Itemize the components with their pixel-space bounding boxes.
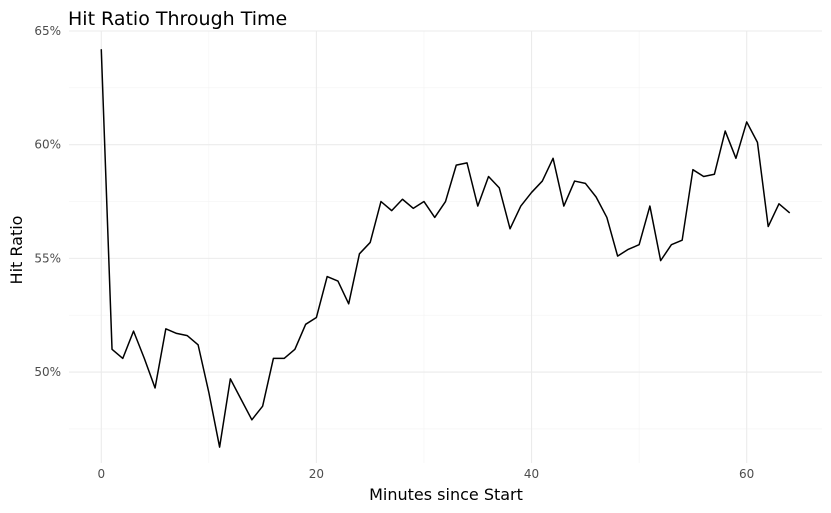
- y-tick-label: 50%: [34, 365, 61, 379]
- y-axis-title: Hit Ratio: [7, 216, 26, 285]
- grid: [69, 30, 822, 463]
- y-tick-label: 60%: [34, 138, 61, 152]
- x-tick-label: 20: [309, 467, 324, 481]
- x-tick-label: 0: [97, 467, 105, 481]
- chart-title: Hit Ratio Through Time: [68, 8, 287, 30]
- hit-ratio-line: [100, 49, 791, 448]
- x-tick-label: 60: [739, 467, 754, 481]
- x-axis-title: Minutes since Start: [369, 485, 523, 504]
- y-tick-label: 65%: [34, 24, 61, 38]
- x-tick-label: 40: [524, 467, 539, 481]
- tick-labels: 0 20 40 60 50% 55% 60% 65%: [34, 24, 754, 481]
- y-tick-label: 55%: [34, 251, 61, 265]
- series-layer: [100, 49, 791, 448]
